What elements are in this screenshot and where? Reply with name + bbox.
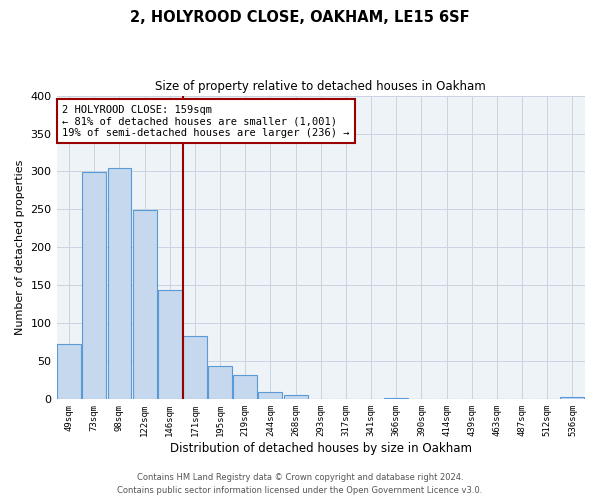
Text: 2, HOLYROOD CLOSE, OAKHAM, LE15 6SF: 2, HOLYROOD CLOSE, OAKHAM, LE15 6SF bbox=[130, 10, 470, 25]
Bar bbox=[233, 375, 257, 400]
Text: 2 HOLYROOD CLOSE: 159sqm
← 81% of detached houses are smaller (1,001)
19% of sem: 2 HOLYROOD CLOSE: 159sqm ← 81% of detach… bbox=[62, 104, 349, 138]
Bar bbox=[107, 168, 131, 400]
Bar bbox=[158, 290, 182, 400]
Bar bbox=[82, 172, 106, 400]
Y-axis label: Number of detached properties: Number of detached properties bbox=[15, 160, 25, 335]
Bar bbox=[208, 366, 232, 400]
Bar bbox=[385, 398, 408, 400]
Title: Size of property relative to detached houses in Oakham: Size of property relative to detached ho… bbox=[155, 80, 486, 93]
Text: Contains HM Land Registry data © Crown copyright and database right 2024.
Contai: Contains HM Land Registry data © Crown c… bbox=[118, 474, 482, 495]
Bar bbox=[183, 336, 207, 400]
Bar bbox=[259, 392, 283, 400]
Bar bbox=[133, 210, 157, 400]
X-axis label: Distribution of detached houses by size in Oakham: Distribution of detached houses by size … bbox=[170, 442, 472, 455]
Bar bbox=[57, 344, 81, 400]
Bar bbox=[560, 397, 584, 400]
Bar bbox=[284, 395, 308, 400]
